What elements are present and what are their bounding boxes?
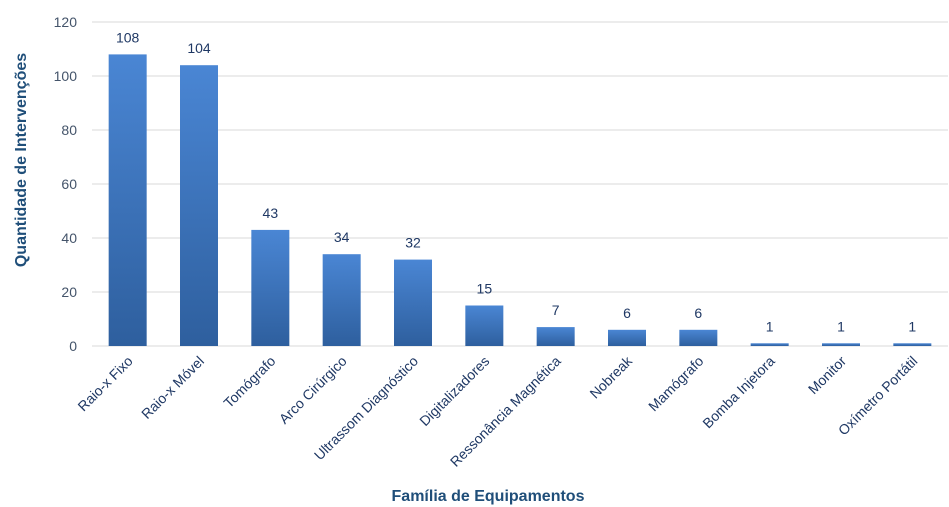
x-tick-label: Bomba Injetora xyxy=(699,353,778,432)
bar xyxy=(251,229,290,346)
x-tick-label: Tomógrafo xyxy=(220,353,278,411)
x-tick-label: Raio-x Fixo xyxy=(74,353,136,415)
y-tick-label: 0 xyxy=(69,338,77,354)
data-label: 6 xyxy=(623,305,631,321)
data-label: 43 xyxy=(263,205,279,221)
x-tick-label: Oxímetro Portátil xyxy=(835,353,921,439)
gridlines xyxy=(92,21,948,347)
x-tick-label: Arco Cirúrgico xyxy=(276,353,350,427)
data-label: 7 xyxy=(552,302,560,318)
data-labels: 108 104 43 34 32 15 7 6 6 1 1 1 xyxy=(116,29,916,334)
data-label: 1 xyxy=(837,318,845,334)
bar xyxy=(822,343,860,346)
bars xyxy=(108,54,932,347)
bar xyxy=(893,343,932,346)
data-label: 34 xyxy=(334,229,350,245)
bar xyxy=(108,54,147,347)
data-label: 1 xyxy=(908,318,916,334)
data-label: 1 xyxy=(766,318,774,334)
x-tick-label: Monitor xyxy=(805,353,850,398)
y-tick-label: 80 xyxy=(61,122,77,138)
data-label: 108 xyxy=(116,29,140,45)
x-tick-label: Mamógrafo xyxy=(645,353,707,415)
x-tick-label: Raio-x Móvel xyxy=(138,353,207,422)
y-tick-label: 40 xyxy=(61,230,77,246)
bar xyxy=(536,327,575,346)
data-label: 32 xyxy=(405,235,421,251)
y-tick-label: 120 xyxy=(54,14,78,30)
x-tick-label: Nobreak xyxy=(586,352,635,401)
bar xyxy=(679,329,718,346)
bar xyxy=(750,343,789,346)
bar xyxy=(465,305,504,346)
bar xyxy=(608,329,646,346)
y-tick-label: 60 xyxy=(61,176,77,192)
data-label: 6 xyxy=(694,305,702,321)
bar xyxy=(394,259,432,346)
y-axis-ticks: 0 20 40 60 80 100 120 xyxy=(54,14,78,354)
data-label: 15 xyxy=(477,281,493,297)
bar xyxy=(180,65,218,346)
y-tick-label: 20 xyxy=(61,284,77,300)
bar xyxy=(322,254,361,346)
x-tick-label: Digitalizadores xyxy=(416,353,492,429)
data-label: 104 xyxy=(187,40,211,56)
x-axis-title: Família de Equipamentos xyxy=(392,488,585,505)
y-tick-label: 100 xyxy=(54,68,78,84)
y-axis-title: Quantidade de Intervenções xyxy=(13,53,30,267)
